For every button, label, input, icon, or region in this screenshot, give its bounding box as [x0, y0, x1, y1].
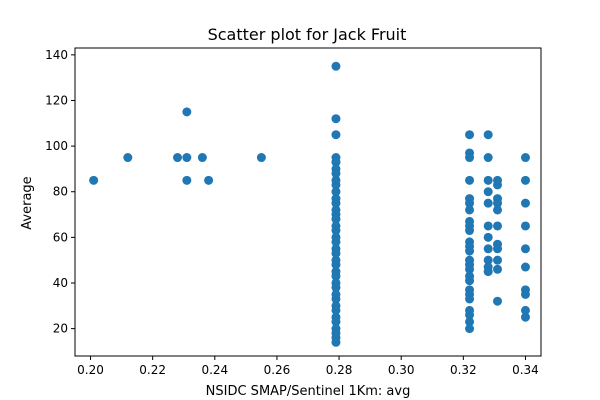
data-point-102 [520, 312, 530, 322]
x-tick-label: 0.28 [326, 363, 353, 377]
data-point-23 [331, 214, 341, 224]
data-point-87 [493, 221, 503, 231]
data-point-75 [483, 198, 493, 208]
data-point-79 [483, 255, 493, 265]
y-tick-label: 140 [45, 48, 68, 62]
data-point-85 [493, 198, 503, 208]
data-point-25 [331, 226, 341, 236]
data-point-61 [465, 264, 475, 274]
data-point-41 [331, 317, 341, 327]
data-point-8 [256, 153, 266, 163]
data-point-10 [331, 114, 341, 124]
data-point-69 [465, 317, 475, 327]
y-tick-label: 60 [53, 230, 68, 244]
data-point-98 [520, 262, 530, 272]
y-axis: 20 40 60 80 100 120 140 [45, 48, 75, 336]
data-point-37 [331, 294, 341, 304]
data-point-100 [520, 289, 530, 299]
data-point-81 [483, 267, 493, 277]
data-point-18 [331, 187, 341, 197]
data-point-17 [331, 180, 341, 190]
data-point-96 [520, 221, 530, 231]
data-point-48 [465, 153, 475, 163]
data-point-77 [483, 232, 493, 242]
data-point-71 [483, 130, 493, 140]
data-point-4 [182, 107, 192, 117]
x-axis-label: NSIDC SMAP/Sentinel 1Km: avg [206, 384, 411, 399]
data-point-78 [483, 244, 493, 254]
data-point-76 [483, 221, 493, 231]
data-point-11 [331, 130, 341, 140]
data-point-29 [331, 248, 341, 258]
data-point-83 [493, 180, 503, 190]
data-point-90 [493, 255, 503, 265]
data-point-20 [331, 198, 341, 208]
x-tick-label: 0.34 [512, 363, 539, 377]
data-point-86 [493, 205, 503, 215]
data-point-72 [483, 153, 493, 163]
data-point-35 [331, 283, 341, 293]
y-tick-label: 20 [53, 322, 68, 336]
data-point-27 [331, 237, 341, 247]
y-tick-label: 120 [45, 93, 68, 107]
y-tick-label: 100 [45, 139, 68, 153]
x-tick-label: 0.26 [264, 363, 291, 377]
data-point-58 [465, 246, 475, 256]
data-point-15 [331, 168, 341, 178]
data-point-3 [182, 153, 192, 163]
data-point-1 [123, 153, 133, 163]
data-point-51 [465, 198, 475, 208]
data-point-31 [331, 260, 341, 270]
data-point-49 [465, 175, 475, 185]
data-point-2 [173, 153, 183, 163]
x-axis: 0.20 0.22 0.24 0.26 0.28 0.30 0.32 0.34 [77, 356, 539, 377]
data-point-95 [520, 198, 530, 208]
x-tick-label: 0.30 [388, 363, 415, 377]
axes-frame [74, 47, 542, 357]
data-point-46 [465, 130, 475, 140]
x-tick-label: 0.24 [201, 363, 228, 377]
data-point-74 [483, 187, 493, 197]
data-point-55 [465, 226, 475, 236]
data-point-5 [182, 175, 192, 185]
y-tick-label: 40 [53, 276, 68, 290]
data-point-97 [520, 244, 530, 254]
plot-area [89, 61, 530, 347]
chart-title: Scatter plot for Jack Fruit [208, 25, 407, 44]
data-point-9 [331, 61, 341, 71]
data-point-13 [331, 157, 341, 167]
data-point-94 [520, 175, 530, 185]
data-point-91 [493, 264, 503, 274]
data-point-73 [483, 175, 493, 185]
data-point-93 [520, 153, 530, 163]
data-point-66 [465, 294, 475, 304]
data-point-68 [465, 310, 475, 320]
data-point-6 [197, 153, 207, 163]
data-point-101 [520, 305, 530, 315]
data-point-52 [465, 205, 475, 215]
data-point-45 [331, 337, 341, 347]
data-point-92 [493, 296, 503, 306]
data-point-63 [465, 276, 475, 286]
data-point-7 [204, 175, 214, 185]
data-point-89 [493, 244, 503, 254]
y-tick-label: 80 [53, 185, 68, 199]
x-tick-label: 0.20 [77, 363, 104, 377]
data-point-0 [89, 175, 99, 185]
data-point-39 [331, 305, 341, 315]
data-point-33 [331, 271, 341, 281]
y-axis-label: Average [20, 176, 35, 229]
data-point-70 [465, 324, 475, 334]
x-tick-label: 0.22 [139, 363, 166, 377]
x-tick-label: 0.32 [450, 363, 477, 377]
